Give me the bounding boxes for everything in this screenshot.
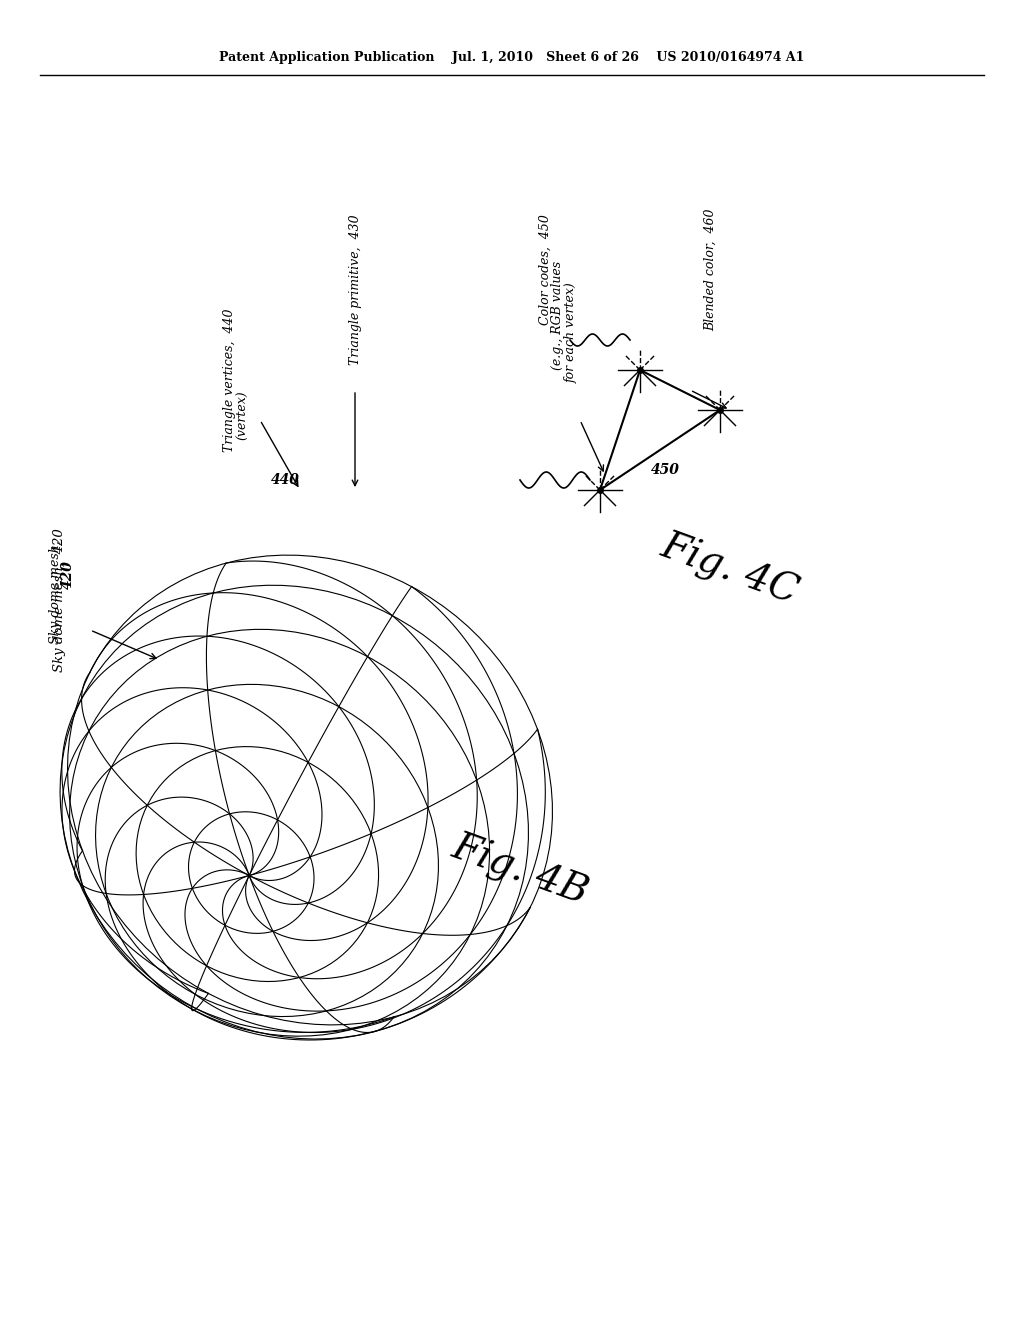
Text: Sky dome mesh,  420: Sky dome mesh, 420 [53, 528, 67, 672]
Text: Triangle primitive,  430: Triangle primitive, 430 [348, 215, 361, 366]
Text: Blended color,  460: Blended color, 460 [703, 209, 717, 331]
Text: Sky dome mesh,: Sky dome mesh, [48, 536, 61, 644]
Text: 420: 420 [61, 561, 75, 590]
Text: Fig. 4C: Fig. 4C [656, 528, 804, 612]
Text: 450: 450 [650, 463, 680, 477]
Text: 440: 440 [270, 473, 299, 487]
Text: Color codes,  450: Color codes, 450 [539, 215, 552, 326]
Text: for each vertex): for each vertex) [564, 282, 578, 383]
Text: Fig. 4B: Fig. 4B [446, 828, 593, 912]
Text: Triangle vertices,  440: Triangle vertices, 440 [223, 309, 237, 451]
Text: (vertex): (vertex) [237, 391, 250, 440]
Text: (e.g., RGB values: (e.g., RGB values [552, 260, 564, 370]
Text: Patent Application Publication    Jul. 1, 2010   Sheet 6 of 26    US 2010/016497: Patent Application Publication Jul. 1, 2… [219, 51, 805, 65]
